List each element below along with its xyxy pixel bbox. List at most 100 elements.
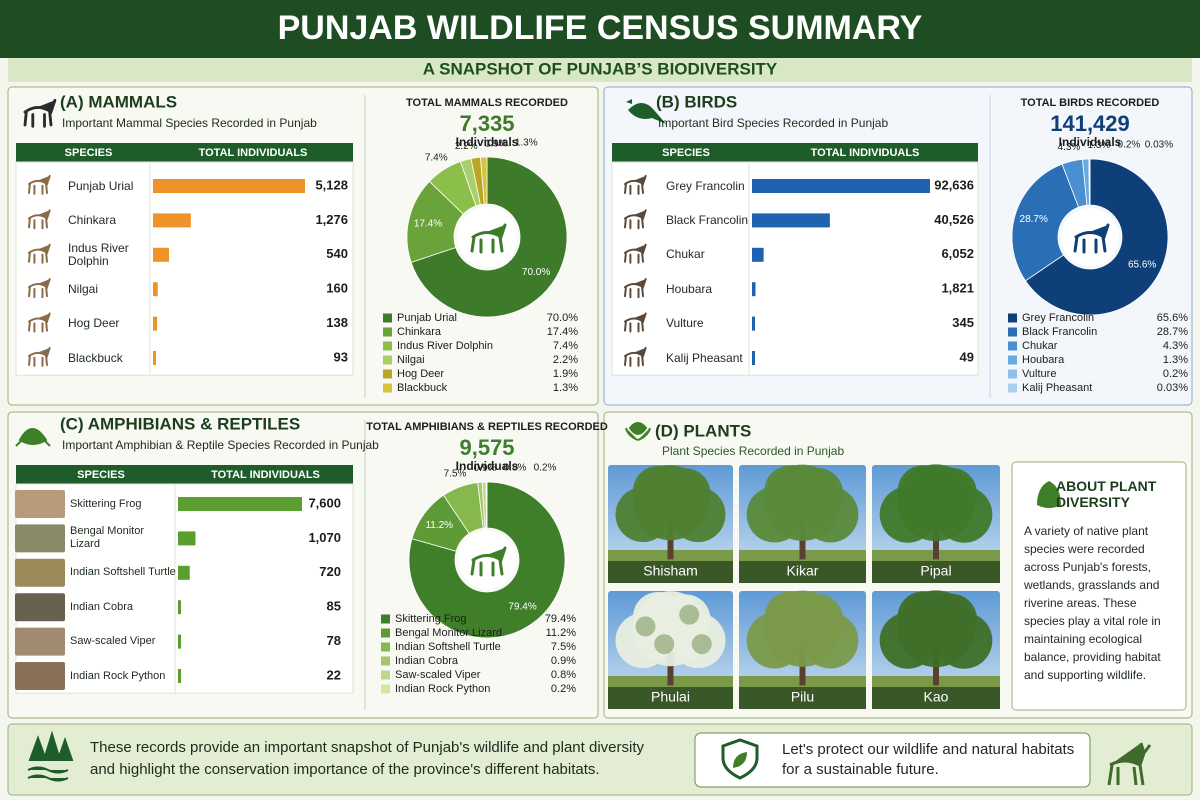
animal-icon [28,278,51,299]
legend-value: 0.8% [551,669,576,681]
column-header: TOTAL INDIVIDUALS [199,147,308,159]
species-thumb [15,662,65,690]
canopy [660,468,711,519]
legend-swatch [383,383,392,393]
legend-value: 65.6% [1157,312,1188,324]
blossom [691,634,712,655]
value-label: 138 [326,315,348,330]
plant-name: Pilu [791,689,814,705]
slice-label: 0.8% [504,463,527,474]
species-thumb [15,627,65,656]
bar [153,316,158,331]
value-label: 720 [319,564,341,579]
legend-value: 0.2% [551,683,576,695]
legend-label: Indus River Dolphin [397,340,493,352]
legend-value: 70.0% [547,312,578,324]
section-title: (A) MAMMALS [60,92,177,111]
slice-label: 2.2% [455,141,478,152]
species-name: Grey Francolin [666,178,745,193]
column-header: SPECIES [662,147,710,159]
species-thumb [15,490,65,518]
legend-label: Indian Cobra [395,655,459,667]
bar [153,247,170,262]
total-value: 141,429 [1050,111,1130,136]
name-band [739,687,866,709]
section-subtitle: Important Mammal Species Recorded in Pun… [62,116,317,130]
species-name: Houbara [666,281,713,296]
total-unit: Individuals [456,459,519,473]
species-name: Hog Deer [68,316,120,331]
section-subtitle: Important Amphibian & Reptile Species Re… [62,438,379,452]
slice-label: 65.6% [1128,259,1156,270]
value-label: 92,636 [934,177,974,192]
species-thumb [15,558,65,587]
canopy [792,467,844,519]
bar [153,179,305,193]
slice-label: 79.4% [508,602,536,613]
species-name: Chukar [666,247,705,262]
slice-label: 28.7% [1020,214,1048,225]
value-label: 540 [326,246,348,261]
section-title: (B) BIRDS [656,92,737,111]
total-unit: Individuals [1059,135,1122,149]
legend-value: 1.9% [553,368,578,380]
legend-value: 7.4% [553,340,578,352]
pie-slice [480,156,488,205]
legend-swatch [1008,383,1017,393]
species-name: Blackbuck [68,350,123,365]
legend-value: 79.4% [545,613,576,625]
legend-value: 11.2% [546,627,577,639]
value-label: 1,070 [308,530,341,545]
species-name: Nilgai [68,281,99,296]
value-label: 1,276 [315,212,348,227]
legend-label: Bengal Monitor Lizard [395,627,502,639]
slice-label: 11.2% [425,520,453,531]
legend-swatch [1008,313,1017,323]
species-name: Punjab Urial [68,178,134,193]
legend-label: Grey Francolin [1022,312,1094,324]
footer-note: These records provide an important snaps… [90,739,644,778]
value-label: 1,821 [941,281,974,296]
pie-slice [485,481,488,529]
plant-name: Kikar [787,563,819,579]
animal-icon [624,243,647,264]
about-text: A variety of native plant species were r… [1024,524,1161,682]
footer-cta: Let's protect our wildlife and natural h… [782,741,1075,778]
value-label: 40,526 [934,212,974,227]
legend-swatch [381,642,390,652]
legend-value: 2.2% [553,354,578,366]
table-body [611,161,979,376]
bar [153,213,191,228]
canopy [925,593,977,645]
header-band [0,0,1200,58]
species-name: Bengal Monitor Lizard [70,525,144,551]
legend-label: Black Francolin [1022,326,1097,338]
bar [153,282,158,297]
pie-slice [1024,158,1169,316]
slice-label: 0.9% [474,463,497,474]
value-label: 49 [960,349,974,364]
center-disc [1061,208,1119,266]
legend-value: 0.03% [1157,382,1188,394]
plant-name: Shisham [643,563,697,579]
plant-name: Phulai [651,689,690,705]
pie-slice [410,156,568,318]
species-name: Indus River Dolphin [68,240,129,268]
legend-value: 0.2% [1163,368,1188,380]
legend-label: Chukar [1022,340,1058,352]
bar [752,247,764,262]
cta-box [694,732,1091,788]
page-subtitle: A SNAPSHOT OF PUNJAB’S BIODIVERSITY [423,59,778,78]
legend-value: 1.3% [1163,354,1188,366]
slice-label: 1.3% [1088,140,1111,151]
leaf-icon [733,752,747,768]
blossom [654,634,675,655]
legend-label: Indian Softshell Turtle [395,641,501,653]
legend-swatch [383,341,392,351]
species-thumb [15,524,65,553]
animal-icon [28,243,51,264]
plant-name: Kao [924,689,949,705]
bar [178,634,181,649]
species-thumb [15,593,65,622]
legend-swatch [1008,327,1017,337]
